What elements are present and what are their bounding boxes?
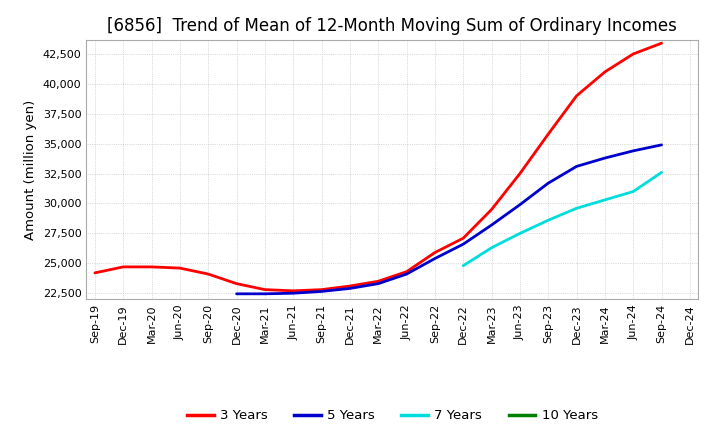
3 Years [487,207,496,212]
3 Years [431,250,439,255]
5 Years [346,286,354,291]
3 Years [374,279,382,284]
7 Years [600,197,609,202]
Y-axis label: Amount (million yen): Amount (million yen) [24,99,37,239]
3 Years [572,93,581,99]
3 Years [204,271,212,277]
3 Years [629,51,637,57]
3 Years [176,265,184,271]
7 Years [657,170,666,175]
Line: 7 Years: 7 Years [463,172,662,266]
3 Years [657,40,666,46]
5 Years [629,148,637,154]
5 Years [289,290,297,296]
3 Years [289,288,297,293]
Title: [6856]  Trend of Mean of 12-Month Moving Sum of Ordinary Incomes: [6856] Trend of Mean of 12-Month Moving … [107,17,678,35]
3 Years [261,287,269,292]
3 Years [233,281,241,286]
3 Years [600,69,609,74]
3 Years [119,264,127,270]
3 Years [459,235,467,241]
5 Years [487,222,496,227]
5 Years [261,291,269,297]
7 Years [629,189,637,194]
5 Years [600,155,609,161]
Legend: 3 Years, 5 Years, 7 Years, 10 Years: 3 Years, 5 Years, 7 Years, 10 Years [182,404,603,428]
3 Years [346,283,354,289]
7 Years [544,218,552,223]
7 Years [572,205,581,211]
5 Years [516,202,524,207]
Line: 3 Years: 3 Years [95,43,662,291]
5 Years [402,271,411,277]
3 Years [148,264,156,270]
5 Years [572,164,581,169]
7 Years [459,263,467,268]
Line: 5 Years: 5 Years [237,145,662,294]
5 Years [374,281,382,286]
5 Years [233,291,241,297]
5 Years [431,256,439,261]
7 Years [487,245,496,250]
5 Years [657,142,666,147]
3 Years [544,132,552,137]
7 Years [516,231,524,236]
3 Years [318,287,326,292]
3 Years [402,269,411,274]
5 Years [459,242,467,247]
3 Years [516,171,524,176]
5 Years [544,180,552,186]
5 Years [318,289,326,294]
3 Years [91,270,99,275]
